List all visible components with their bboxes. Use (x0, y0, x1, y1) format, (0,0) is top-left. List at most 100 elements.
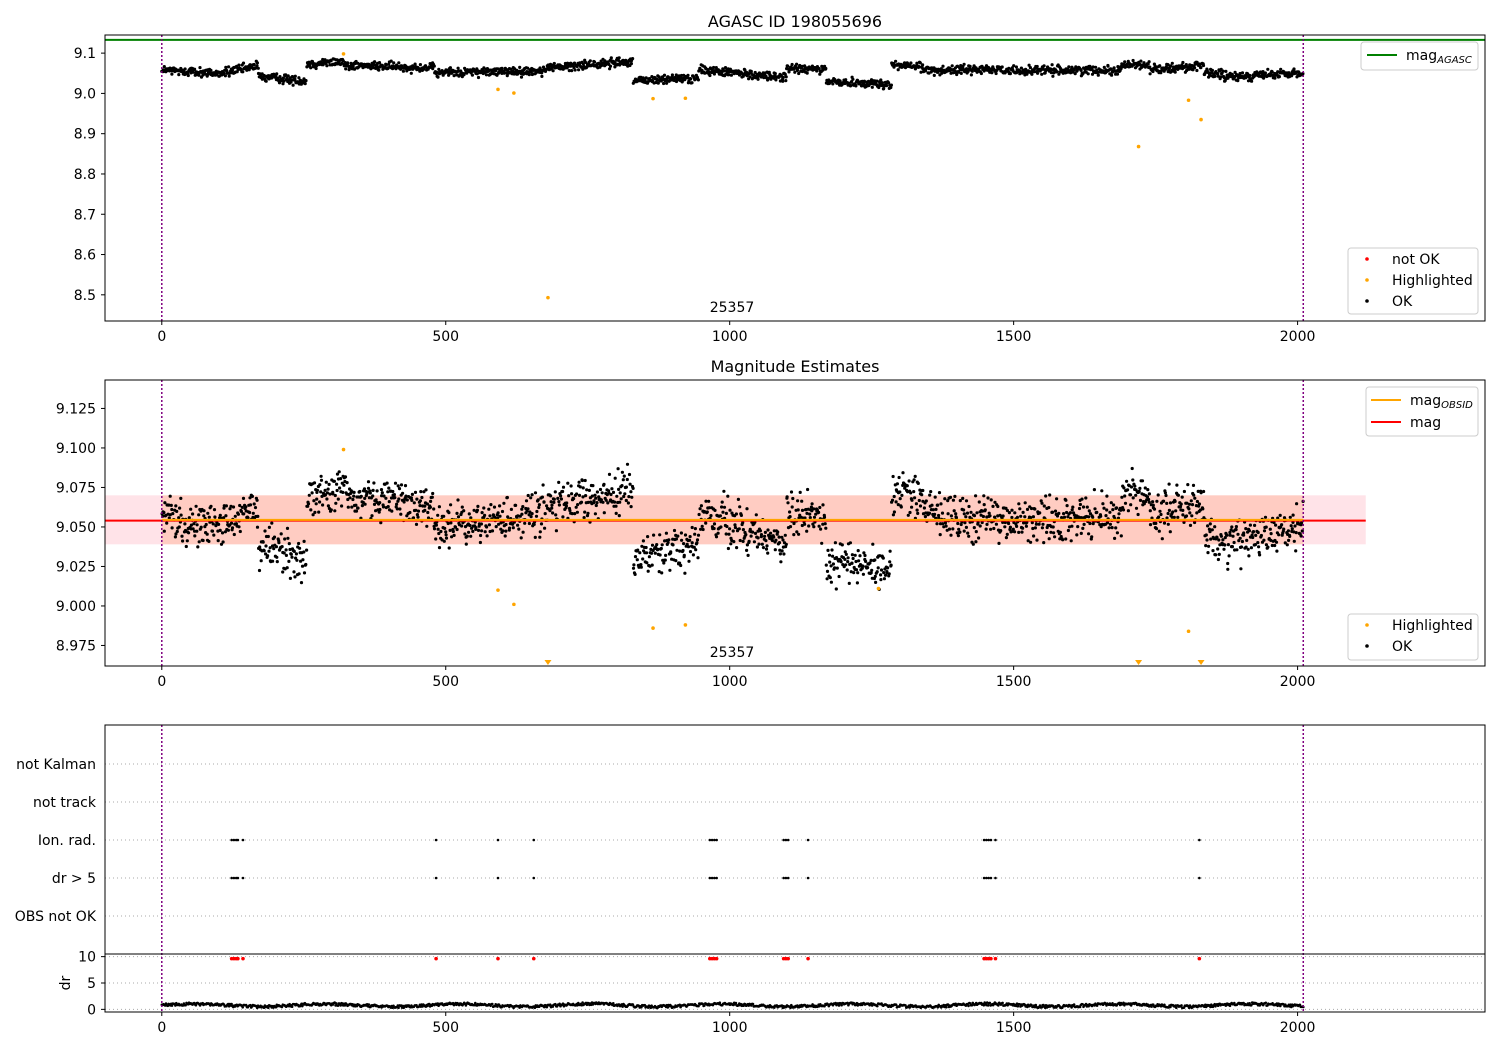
panel2-ok-point (272, 535, 277, 539)
panel2-ok-point (241, 496, 246, 500)
panel2-ok-point (1134, 493, 1138, 497)
panel2-ok-point (927, 511, 932, 515)
panel2-ok-point (469, 516, 473, 520)
panel2-ok-point (984, 527, 988, 531)
panel2-ok-point (1210, 528, 1214, 532)
panel2-ok-point (180, 534, 184, 538)
panel2-ok-point (1216, 557, 1220, 562)
panel1-ok-point (291, 83, 295, 87)
panel2-ok-point (879, 578, 883, 582)
panel2-ok-point (516, 514, 520, 518)
panel2-ok-point (356, 506, 360, 510)
panel2-ok-point (728, 527, 732, 531)
panel2-ok-point (622, 494, 626, 499)
panel1-ok-point (854, 84, 858, 88)
panel2-ok-point (1291, 513, 1295, 517)
panel2-ok-point (1042, 504, 1046, 508)
panel2-ok-point (1080, 497, 1084, 501)
panel2-ok-point (328, 492, 332, 496)
panel2-ok-point (1021, 526, 1025, 530)
panel2-ok-point (949, 533, 953, 537)
panel1-ok-point (968, 64, 972, 68)
panel1-ok-point (371, 66, 375, 70)
panel2-ok-point (933, 495, 937, 499)
panel2-ok-point (707, 499, 711, 503)
panel2-ok-point (1087, 532, 1091, 536)
panel2-ok-point (1180, 495, 1184, 499)
panel2-ok-point (617, 487, 621, 491)
panel1-ok-point (608, 64, 613, 68)
panel2-plot-area (105, 380, 1366, 666)
panel2-ok-point (262, 549, 266, 553)
panel2-ok-point (915, 508, 919, 512)
panel2-ok-point (819, 527, 823, 531)
flag-point (782, 838, 785, 842)
panel1-ok-point (870, 85, 874, 89)
panel-magnitude-estimates: Magnitude Estimates 0 500 1000 1500 20008.97… (56, 357, 1486, 690)
panel2-ok-point (624, 485, 629, 489)
panel1-ok-point (1007, 66, 1011, 70)
panel1-ok-point (941, 64, 945, 68)
panel2-ok-point (1154, 521, 1158, 526)
panel1-ok-point (277, 81, 282, 85)
panel2-ok-point (177, 516, 181, 520)
panel2-ok-point (704, 521, 708, 525)
panel2-ok-point (483, 530, 487, 534)
panel2-ok-point (556, 496, 560, 500)
flag-point (784, 876, 788, 880)
panel2-ok-point (238, 503, 242, 508)
panel2-ok-point (909, 491, 913, 495)
panel2-ok-point (477, 524, 481, 528)
panel2-ok-point (552, 497, 556, 501)
panel2-ok-point (1230, 525, 1234, 529)
panel2-ok-point (242, 512, 246, 516)
panel2-ok-point (667, 538, 671, 542)
panel2-ok-point (207, 515, 211, 519)
panel2-ok-point (1256, 541, 1260, 545)
panel2-ok-point (609, 492, 613, 497)
panel2-ok-point (283, 537, 287, 541)
panel2-ok-point (961, 496, 965, 500)
panel2-ok-point (786, 501, 790, 505)
panel2-ok-point (1064, 537, 1068, 541)
panel1-ok-point (1019, 66, 1024, 70)
panel2-ok-point (399, 483, 404, 487)
panel2-ok-point (315, 497, 319, 501)
panel2-ok-point (287, 559, 291, 564)
panel1-ok-point (882, 86, 886, 91)
panel2-ok-point (379, 521, 383, 525)
panel2-ok-point (581, 495, 585, 499)
panel2-ok-point (944, 524, 948, 528)
panel1-ok-point (1091, 65, 1095, 69)
panel2-ok-point (452, 533, 456, 538)
panel2-ok-point (820, 541, 824, 545)
panel2-ok-point (380, 494, 384, 498)
panel2-ok-point (937, 491, 942, 495)
flag-point (715, 876, 718, 880)
panel1-ok-point (851, 77, 855, 81)
panel2-ok-point (1221, 538, 1225, 542)
panel2-ok-point (891, 513, 896, 517)
panel2-ok-point (1182, 489, 1186, 494)
panel2-ok-point (803, 516, 807, 520)
panel1-ok-point (1079, 68, 1083, 72)
panel1-ok-point (566, 64, 570, 68)
panel1-ok-point (484, 73, 488, 77)
panel2-ok-point (272, 547, 276, 551)
panel1-ok-point (723, 66, 728, 70)
panel1-ok-point (377, 68, 381, 72)
panel2-ok-point (479, 533, 483, 538)
panel2-ok-point (1017, 502, 1021, 506)
panel1-ok-point (262, 73, 266, 78)
panel2-ok-point (280, 545, 284, 549)
panel2-ok-point (386, 490, 390, 494)
panel2-ok-point (626, 501, 631, 505)
panel2-ok-point (1113, 536, 1117, 541)
panel2-ok-point (500, 509, 505, 514)
panel1-ok-point (646, 80, 650, 84)
panel2-ok-point (1090, 535, 1094, 539)
panel2-ok-point (658, 533, 662, 537)
panel2-ok-point (595, 490, 600, 494)
panel2-ok-point (910, 498, 914, 502)
panel2-ok-point (1133, 484, 1137, 488)
